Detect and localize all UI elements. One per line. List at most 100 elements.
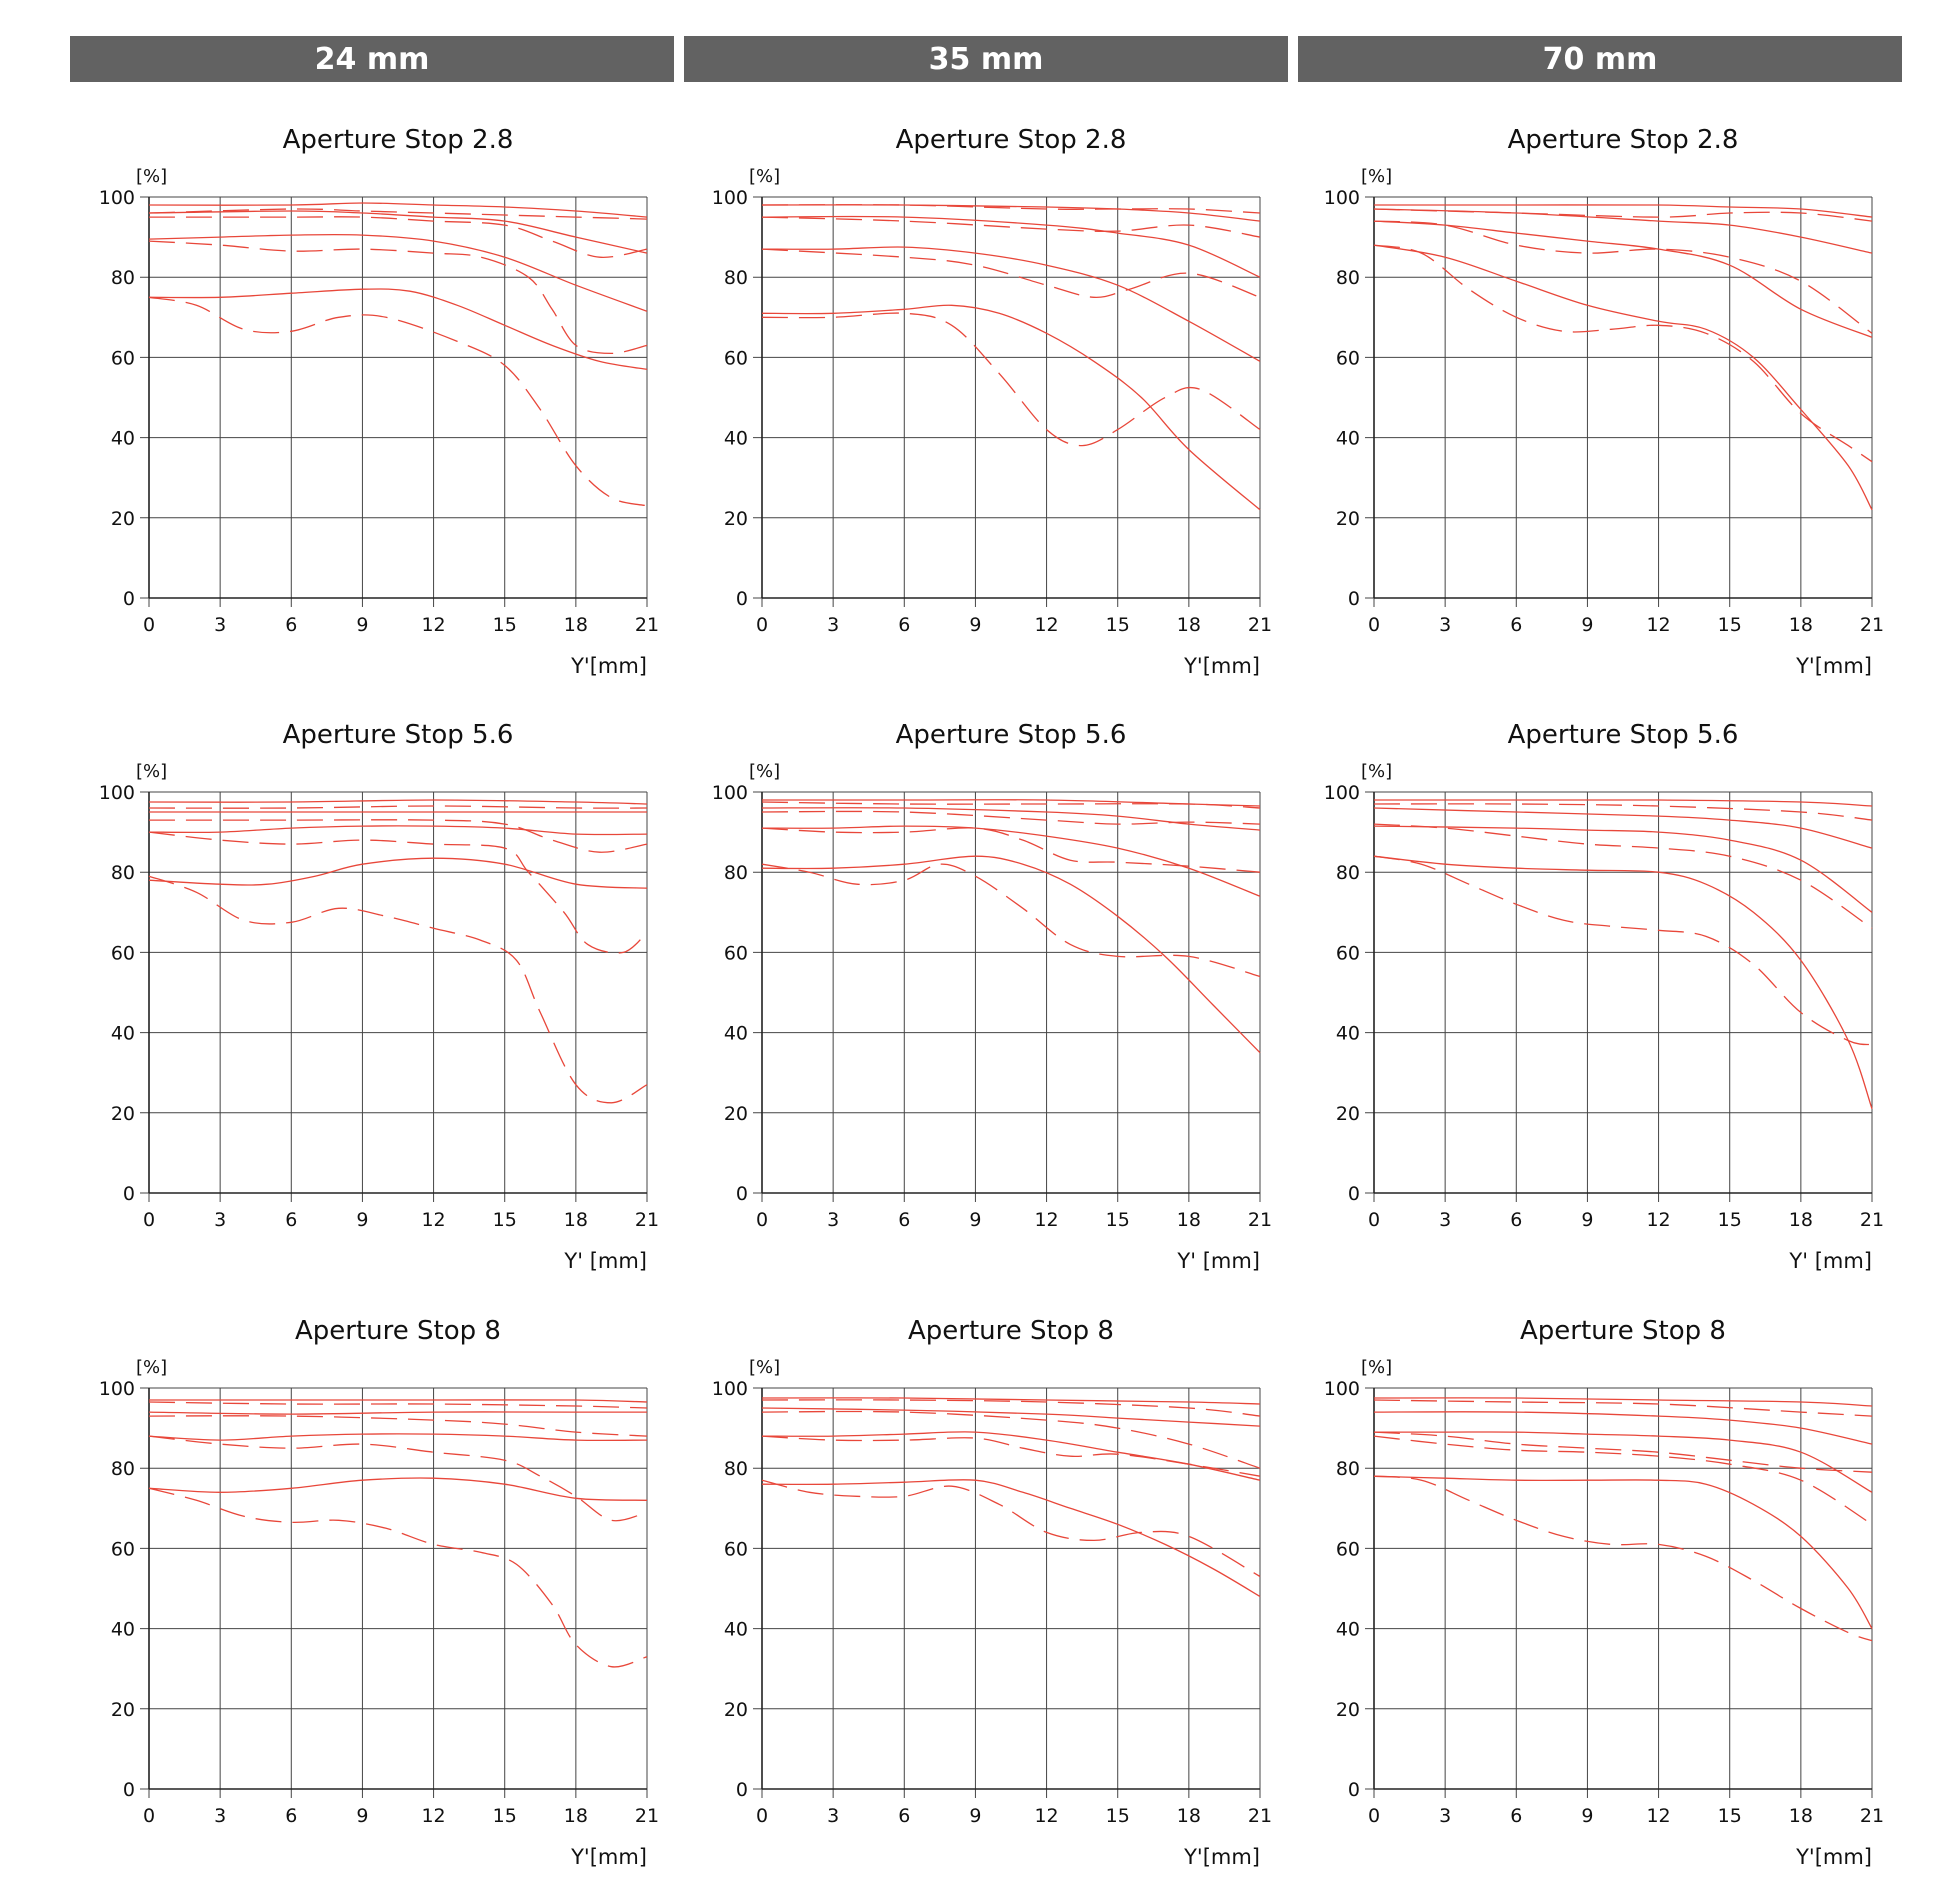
y-tick-label: 20: [724, 1103, 748, 1125]
mtf-curve-dashed: [761, 863, 1261, 978]
x-tick-label: 6: [285, 614, 297, 636]
y-tick-label: 40: [724, 1023, 748, 1045]
mtf-curve-dashed: [148, 1415, 648, 1437]
mtf-curve-solid: [148, 857, 648, 889]
y-tick-label: 80: [1336, 1458, 1360, 1480]
mtf-curve-dashed: [1373, 208, 1873, 222]
y-tick-label: 40: [724, 1619, 748, 1641]
x-tick-label: 15: [1718, 1805, 1742, 1827]
y-tick-label: 100: [712, 782, 748, 804]
mtf-curve-dashed: [148, 1487, 648, 1668]
y-tick-label: 40: [1336, 428, 1360, 450]
y-tick-label: 20: [1336, 508, 1360, 530]
y-tick-label: 60: [724, 1538, 748, 1560]
x-tick-label: 18: [1789, 1209, 1813, 1231]
x-tick-label: 9: [1581, 1805, 1593, 1827]
x-tick-label: 15: [1106, 1805, 1130, 1827]
y-tick-label: 60: [1336, 942, 1360, 964]
mtf-curve-solid: [148, 1411, 647, 1415]
column-header-70mm: 70 mm: [1298, 36, 1902, 82]
y-axis-unit: [%]: [136, 1357, 167, 1378]
y-tick-label: 100: [712, 1378, 748, 1400]
mtf-curve-dashed: [1373, 823, 1873, 929]
x-tick-label: 0: [756, 1209, 768, 1231]
mtf-panel: Aperture Stop 5.6 [%] 0 20 40 60 80 100 0 3 6 9 12 15…: [1324, 720, 1884, 1273]
mtf-curve-dashed: [148, 208, 648, 220]
mtf-curve-solid: [148, 799, 648, 805]
x-tick-label: 6: [898, 1209, 910, 1231]
y-tick-label: 100: [1324, 782, 1360, 804]
x-tick-label: 3: [1439, 614, 1451, 636]
y-axis-unit: [%]: [749, 1357, 780, 1378]
mtf-curve-solid: [761, 1431, 1261, 1481]
y-tick-label: 80: [724, 862, 748, 884]
mtf-curve-dashed: [1373, 1475, 1873, 1642]
x-tick-label: 6: [898, 614, 910, 636]
x-tick-label: 18: [1789, 614, 1813, 636]
x-tick-label: 21: [1860, 1209, 1884, 1231]
x-tick-label: 0: [1368, 1805, 1380, 1827]
x-tick-label: 21: [635, 1209, 659, 1231]
y-tick-label: 0: [123, 1183, 135, 1205]
x-tick-label: 12: [421, 614, 445, 636]
panel-title: Aperture Stop 2.8: [1508, 125, 1739, 155]
x-axis-label: Y'[mm]: [1795, 654, 1872, 678]
x-tick-label: 12: [1034, 614, 1058, 636]
mtf-curve-solid: [148, 825, 648, 836]
mtf-curve-solid: [149, 1399, 648, 1403]
mtf-curve-dashed: [149, 216, 648, 258]
mtf-curve-solid: [761, 855, 1261, 1054]
y-tick-label: 80: [724, 1458, 748, 1480]
mtf-curve-solid: [1373, 1475, 1873, 1629]
y-tick-label: 40: [111, 1619, 135, 1641]
x-tick-label: 9: [969, 1805, 981, 1827]
mtf-curve-solid: [148, 202, 648, 218]
y-tick-label: 20: [111, 508, 135, 530]
x-axis-label: Y'[mm]: [1183, 654, 1260, 678]
x-tick-label: 15: [1718, 614, 1742, 636]
x-axis-label: Y' [mm]: [563, 1249, 647, 1273]
y-axis-unit: [%]: [1361, 761, 1392, 782]
y-tick-label: 20: [111, 1103, 135, 1125]
y-tick-label: 100: [99, 1378, 135, 1400]
x-axis-label: Y'[mm]: [570, 1845, 647, 1869]
mtf-curve-dashed: [761, 204, 1261, 214]
x-tick-label: 0: [143, 1209, 155, 1231]
x-tick-label: 21: [1860, 1805, 1884, 1827]
y-tick-label: 100: [712, 187, 748, 209]
mtf-curve-dashed: [148, 1401, 648, 1409]
panel-title: Aperture Stop 5.6: [1508, 720, 1739, 750]
mtf-curve-dashed: [761, 216, 1261, 238]
column-header-label: 35 mm: [928, 41, 1044, 77]
y-tick-label: 80: [1336, 267, 1360, 289]
x-tick-label: 12: [1646, 1805, 1670, 1827]
x-tick-label: 6: [898, 1805, 910, 1827]
mtf-curve-dashed: [761, 1399, 1261, 1417]
y-tick-label: 0: [1348, 1779, 1360, 1801]
x-tick-label: 15: [493, 614, 517, 636]
x-tick-label: 3: [214, 1805, 226, 1827]
x-tick-label: 9: [356, 614, 368, 636]
y-tick-label: 60: [1336, 1538, 1360, 1560]
mtf-curve-solid: [148, 1477, 648, 1501]
y-tick-label: 20: [1336, 1699, 1360, 1721]
mtf-curve-dashed: [148, 240, 648, 355]
mtf-curve-dashed: [1373, 855, 1873, 1046]
mtf-curve-dashed: [761, 248, 1261, 298]
x-tick-label: 12: [421, 1209, 445, 1231]
mtf-curve-solid: [148, 288, 648, 371]
x-tick-label: 3: [827, 1805, 839, 1827]
mtf-curve-solid: [1373, 855, 1873, 1110]
y-tick-label: 100: [1324, 187, 1360, 209]
x-tick-label: 12: [1646, 1209, 1670, 1231]
x-tick-label: 3: [214, 614, 226, 636]
x-tick-label: 9: [356, 1805, 368, 1827]
y-axis-unit: [%]: [749, 761, 780, 782]
y-tick-label: 0: [736, 1779, 748, 1801]
x-tick-label: 6: [1510, 1805, 1522, 1827]
mtf-curve-solid: [1373, 244, 1873, 511]
x-tick-label: 3: [827, 614, 839, 636]
x-tick-label: 18: [1177, 1805, 1201, 1827]
mtf-curve-dashed: [761, 827, 1261, 873]
x-tick-label: 6: [1510, 614, 1522, 636]
